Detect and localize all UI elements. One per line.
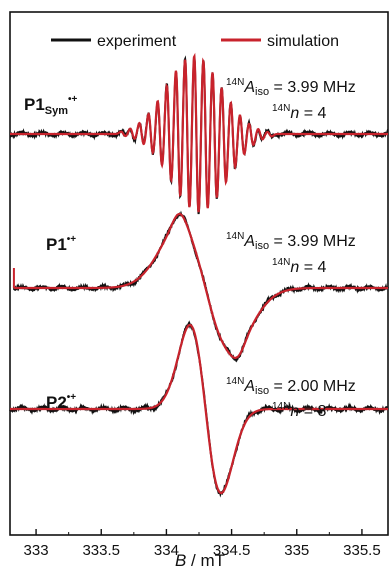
- isotope-sup: 14N: [226, 231, 244, 242]
- isotope-sup: 14N: [226, 376, 244, 387]
- annotation-n-p2: 14Nn = 8: [272, 401, 327, 420]
- x-tick-label: 335: [284, 542, 309, 559]
- annotation-n-p1: 14Nn = 4: [272, 257, 327, 276]
- simulation-trace-p1sym: [10, 52, 388, 213]
- isotope-sup: 14N: [272, 103, 290, 114]
- n-value: = 4: [299, 105, 326, 122]
- aiso-value: = 3.99 MHz: [269, 233, 356, 250]
- isotope-sup: 14N: [272, 401, 290, 412]
- aiso-value: = 2.00 MHz: [269, 378, 356, 395]
- n-symbol: n: [290, 403, 299, 420]
- annotation-aiso-p2: 14NAiso = 2.00 MHz: [226, 376, 356, 397]
- panel-label-p2: P2•+: [46, 392, 76, 412]
- aiso-symbol: A: [243, 378, 255, 395]
- x-tick-label: 333.5: [82, 542, 120, 559]
- isotope-sup: 14N: [272, 257, 290, 268]
- panel-label-main: P2: [46, 393, 67, 412]
- panel-label-p1: P1•+: [46, 234, 76, 254]
- panel-label-sup: •+: [67, 234, 77, 245]
- x-tick-label: 335.5: [343, 542, 381, 559]
- panel-label-sup: •+: [68, 94, 78, 105]
- panel-label-sub: Sym: [45, 105, 68, 117]
- x-tick-label: 334: [154, 542, 179, 559]
- n-symbol: n: [290, 105, 299, 122]
- aiso-sub: iso: [255, 240, 269, 252]
- x-axis: 333 333.5 334 334.5 335 335.5: [24, 529, 381, 559]
- legend: experiment simulation: [51, 33, 339, 50]
- annotation-n-p1sym: 14Nn = 4: [272, 103, 327, 122]
- spectra-traces: [9, 52, 389, 498]
- x-axis-symbol: B: [175, 551, 186, 570]
- simulation-trace-p2: [10, 323, 388, 495]
- aiso-sub: iso: [255, 86, 269, 98]
- simulation-trace-p1: [13, 212, 388, 359]
- n-value: = 8: [299, 403, 326, 420]
- aiso-value: = 3.99 MHz: [269, 79, 356, 96]
- n-value: = 4: [299, 259, 326, 276]
- panel-label-p1sym: P1Sym•+: [24, 94, 78, 117]
- x-axis-unit: / mT: [186, 551, 225, 570]
- panel-label-sup: •+: [67, 392, 77, 403]
- panel-label-main: P1: [46, 235, 67, 254]
- aiso-symbol: A: [243, 233, 255, 250]
- panel-label-main: P1: [24, 95, 45, 114]
- aiso-sub: iso: [255, 385, 269, 397]
- isotope-sup: 14N: [226, 77, 244, 88]
- x-axis-label: B / mT: [175, 551, 225, 570]
- legend-label-simulation: simulation: [267, 33, 339, 50]
- legend-label-experiment: experiment: [97, 33, 177, 50]
- aiso-symbol: A: [243, 79, 255, 96]
- n-symbol: n: [290, 259, 299, 276]
- x-tick-label: 333: [24, 542, 49, 559]
- x-tick-label: 334.5: [213, 542, 251, 559]
- annotation-aiso-p1: 14NAiso = 3.99 MHz: [226, 231, 356, 252]
- annotation-aiso-p1sym: 14NAiso = 3.99 MHz: [226, 77, 356, 98]
